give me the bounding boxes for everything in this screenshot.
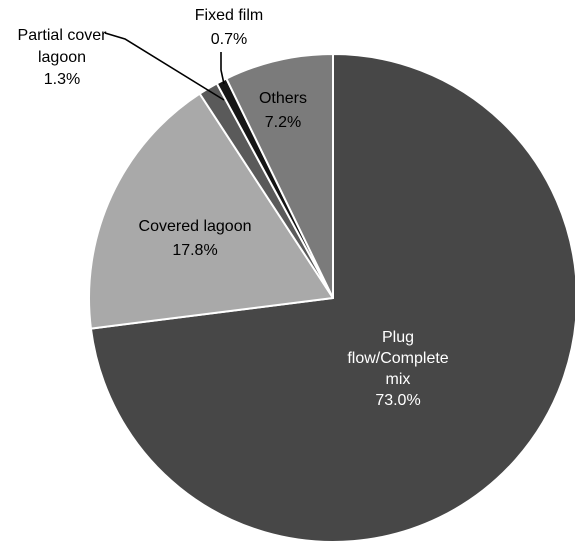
value-label: 0.7% xyxy=(211,31,247,48)
data-label-others: Others 7.2% xyxy=(259,90,307,131)
slice-plug-flow-complete-mix xyxy=(89,53,575,543)
value-label: 73.0% xyxy=(375,392,420,409)
category-label: flow/Complete xyxy=(347,350,448,367)
category-label: Others xyxy=(259,90,307,107)
leader-line-partial-cover-lagoon xyxy=(104,32,225,101)
data-label-partial-cover-lagoon: Partial cover lagoon 1.3% xyxy=(18,27,108,88)
data-label-fixed-film: Fixed film 0.7% xyxy=(195,7,263,48)
category-label: lagoon xyxy=(38,49,86,66)
category-label: Covered lagoon xyxy=(139,218,252,235)
category-label: mix xyxy=(386,371,411,388)
category-label: Fixed film xyxy=(195,7,263,24)
value-label: 1.3% xyxy=(44,71,80,88)
pie-slices xyxy=(88,53,575,543)
slice-covered-lagoon xyxy=(88,92,334,330)
slice-others xyxy=(225,53,334,299)
data-label-plug-flow-complete-mix: Plug flow/Complete mix 73.0% xyxy=(347,329,448,409)
category-label: Plug xyxy=(382,329,414,346)
leader-line-fixed-film xyxy=(220,52,225,85)
data-label-covered-lagoon: Covered lagoon 17.8% xyxy=(139,218,252,259)
slice-labels: Plug flow/Complete mix 73.0% Covered lagoon 1… xyxy=(18,7,449,409)
leader-lines xyxy=(104,32,225,101)
category-label: Partial cover xyxy=(18,27,108,44)
value-label: 7.2% xyxy=(265,114,301,131)
value-label: 17.8% xyxy=(172,242,217,259)
